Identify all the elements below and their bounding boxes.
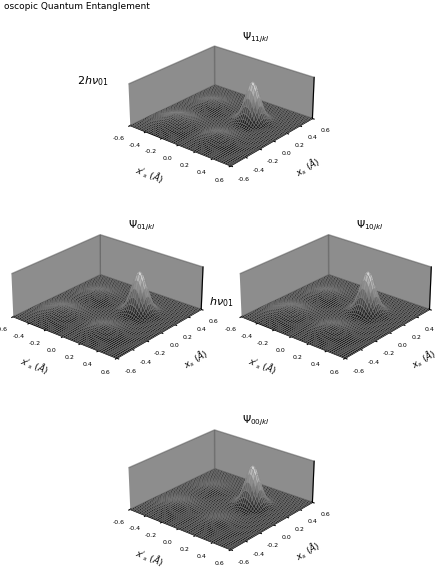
Y-axis label: $x_s\ (\AA)$: $x_s\ (\AA)$ xyxy=(292,539,322,564)
Y-axis label: $x_s\ (\AA)$: $x_s\ (\AA)$ xyxy=(180,346,210,372)
Y-axis label: $x_s\ (\AA)$: $x_s\ (\AA)$ xyxy=(408,346,438,372)
X-axis label: $x'_s\ (\AA)$: $x'_s\ (\AA)$ xyxy=(18,354,49,378)
X-axis label: $x'_s\ (\AA)$: $x'_s\ (\AA)$ xyxy=(245,354,277,378)
Text: $\Psi_{00jkl}$: $\Psi_{00jkl}$ xyxy=(241,414,269,428)
Text: $\Psi_{01jkl}$: $\Psi_{01jkl}$ xyxy=(128,218,155,233)
Text: $\Psi_{10jkl}$: $\Psi_{10jkl}$ xyxy=(356,218,383,233)
Text: $2h\nu_{01}$: $2h\nu_{01}$ xyxy=(77,74,108,88)
Text: oscopic Quantum Entanglement: oscopic Quantum Entanglement xyxy=(4,2,150,11)
X-axis label: $x'_s\ (\AA)$: $x'_s\ (\AA)$ xyxy=(133,546,165,570)
Y-axis label: $x_s\ (\AA)$: $x_s\ (\AA)$ xyxy=(292,155,322,180)
Text: $\Psi_{11jkl}$: $\Psi_{11jkl}$ xyxy=(241,30,269,45)
Text: $h\nu_{01}$: $h\nu_{01}$ xyxy=(209,295,233,309)
X-axis label: $x'_s\ (\AA)$: $x'_s\ (\AA)$ xyxy=(133,162,165,186)
